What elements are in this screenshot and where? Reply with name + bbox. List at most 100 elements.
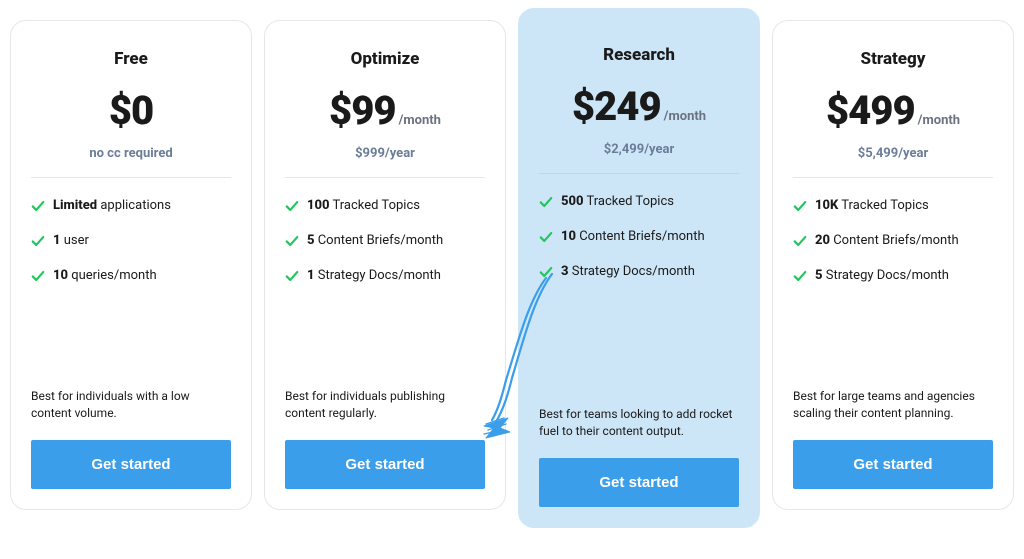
feature-list: 100 Tracked Topics 5 Content Briefs/month…: [285, 198, 485, 303]
feature-rest: Strategy Docs/month: [823, 268, 949, 283]
feature-rest: Tracked Topics: [330, 198, 420, 213]
price: $499: [826, 87, 915, 134]
feature-item: 1 user: [31, 233, 231, 250]
feature-text: 5 Content Briefs/month: [307, 233, 443, 250]
feature-text: Limited applications: [53, 198, 171, 215]
feature-text: 10K Tracked Topics: [815, 198, 929, 215]
feature-item: 20 Content Briefs/month: [793, 233, 993, 250]
price-subtext: no cc required: [31, 146, 231, 161]
price: $99: [329, 87, 396, 134]
feature-item: 100 Tracked Topics: [285, 198, 485, 215]
get-started-button[interactable]: Get started: [539, 458, 739, 507]
get-started-button[interactable]: Get started: [31, 440, 231, 489]
feature-rest: Strategy Docs/month: [315, 268, 441, 283]
price-subtext: $999/year: [285, 146, 485, 161]
check-icon: [793, 234, 807, 248]
pricing-card-free: Free $0 no cc required Limited applications…: [10, 20, 252, 510]
price-row: $249/month: [539, 83, 739, 130]
plan-description: Best for individuals publishing content …: [285, 388, 485, 422]
feature-text: 10 queries/month: [53, 268, 157, 285]
feature-text: 1 Strategy Docs/month: [307, 268, 441, 285]
get-started-button[interactable]: Get started: [793, 440, 993, 489]
check-icon: [539, 195, 553, 209]
check-icon: [31, 199, 45, 213]
feature-item: 3 Strategy Docs/month: [539, 264, 739, 281]
pricing-card-research: Research $249/month $2,499/year 500 Tracked…: [518, 8, 760, 528]
plan-description: Best for teams looking to add rocket fue…: [539, 406, 739, 440]
price-period: /month: [399, 113, 441, 128]
feature-rest: Tracked Topics: [838, 198, 928, 213]
feature-item: 5 Content Briefs/month: [285, 233, 485, 250]
feature-text: 3 Strategy Docs/month: [561, 264, 695, 281]
feature-bold: 5: [307, 233, 315, 248]
plan-name: Optimize: [285, 49, 485, 69]
feature-rest: Strategy Docs/month: [569, 264, 695, 279]
check-icon: [793, 269, 807, 283]
price-row: $499/month: [793, 87, 993, 134]
feature-list: 10K Tracked Topics 20 Content Briefs/mont…: [793, 198, 993, 303]
feature-bold: 10K: [815, 198, 838, 213]
check-icon: [285, 269, 299, 283]
price-subtext: $5,499/year: [793, 146, 993, 161]
pricing-card-strategy: Strategy $499/month $5,499/year 10K Tracked…: [772, 20, 1014, 510]
pricing-container: Free $0 no cc required Limited applications…: [10, 20, 1014, 540]
feature-bold: 10: [561, 229, 576, 244]
feature-rest: queries/month: [68, 268, 157, 283]
feature-item: 10 Content Briefs/month: [539, 229, 739, 246]
check-icon: [285, 199, 299, 213]
divider: [539, 173, 739, 174]
plan-description: Best for large teams and agencies scalin…: [793, 388, 993, 422]
check-icon: [31, 269, 45, 283]
feature-text: 500 Tracked Topics: [561, 194, 674, 211]
feature-bold: 5: [815, 268, 823, 283]
feature-item: Limited applications: [31, 198, 231, 215]
pricing-card-optimize: Optimize $99/month $999/year 100 Tracked To…: [264, 20, 506, 510]
feature-rest: Content Briefs/month: [830, 233, 959, 248]
price: $0: [109, 87, 153, 134]
plan-description: Best for individuals with a low content …: [31, 388, 231, 422]
check-icon: [285, 234, 299, 248]
price-period: /month: [664, 109, 706, 124]
feature-list: 500 Tracked Topics 10 Content Briefs/mont…: [539, 194, 739, 299]
feature-bold: 500: [561, 194, 584, 209]
get-started-button[interactable]: Get started: [285, 440, 485, 489]
feature-rest: Content Briefs/month: [576, 229, 705, 244]
check-icon: [31, 234, 45, 248]
price-period: /month: [918, 113, 960, 128]
check-icon: [793, 199, 807, 213]
feature-rest: user: [61, 233, 89, 248]
feature-text: 100 Tracked Topics: [307, 198, 420, 215]
feature-text: 1 user: [53, 233, 89, 250]
feature-item: 1 Strategy Docs/month: [285, 268, 485, 285]
check-icon: [539, 230, 553, 244]
feature-bold: 3: [561, 264, 569, 279]
feature-bold: 20: [815, 233, 830, 248]
feature-rest: Content Briefs/month: [315, 233, 444, 248]
feature-item: 10 queries/month: [31, 268, 231, 285]
price: $249: [572, 83, 661, 130]
divider: [31, 177, 231, 178]
feature-item: 500 Tracked Topics: [539, 194, 739, 211]
divider: [285, 177, 485, 178]
feature-text: 20 Content Briefs/month: [815, 233, 959, 250]
plan-name: Research: [539, 45, 739, 65]
check-icon: [539, 265, 553, 279]
feature-rest: applications: [97, 198, 171, 213]
feature-bold: 1: [53, 233, 61, 248]
feature-bold: 1: [307, 268, 315, 283]
price-subtext: $2,499/year: [539, 142, 739, 157]
feature-item: 10K Tracked Topics: [793, 198, 993, 215]
feature-item: 5 Strategy Docs/month: [793, 268, 993, 285]
plan-name: Strategy: [793, 49, 993, 69]
feature-bold: 10: [53, 268, 68, 283]
feature-rest: Tracked Topics: [584, 194, 674, 209]
feature-bold: Limited: [53, 198, 97, 213]
price-row: $0: [31, 87, 231, 134]
plan-name: Free: [31, 49, 231, 69]
divider: [793, 177, 993, 178]
feature-list: Limited applications 1 user 10 queries/mon…: [31, 198, 231, 303]
feature-bold: 100: [307, 198, 330, 213]
price-row: $99/month: [285, 87, 485, 134]
feature-text: 10 Content Briefs/month: [561, 229, 705, 246]
feature-text: 5 Strategy Docs/month: [815, 268, 949, 285]
